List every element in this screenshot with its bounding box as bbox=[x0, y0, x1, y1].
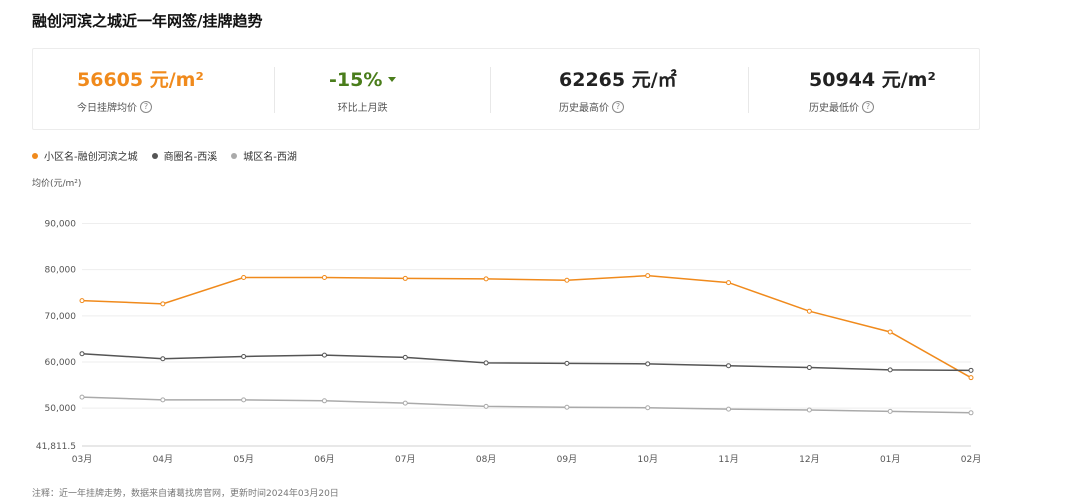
stat-label: 历史最高价 bbox=[559, 103, 609, 114]
x-tick-label: 11月 bbox=[718, 454, 738, 465]
data-point bbox=[321, 275, 327, 281]
stat-label: 环比上月跌 bbox=[337, 103, 388, 114]
data-point bbox=[968, 375, 974, 381]
data-point bbox=[160, 356, 166, 362]
x-tick-label: 02月 bbox=[961, 454, 981, 465]
data-point bbox=[645, 273, 651, 279]
divider bbox=[274, 67, 275, 113]
data-point bbox=[241, 397, 247, 403]
data-point bbox=[968, 410, 974, 416]
data-point bbox=[483, 276, 489, 282]
stat-value: 50944 元/m² bbox=[809, 69, 936, 91]
series-line bbox=[81, 352, 972, 372]
data-point bbox=[806, 407, 812, 413]
data-point bbox=[887, 408, 893, 414]
data-point bbox=[160, 301, 166, 307]
data-point bbox=[402, 400, 408, 406]
data-point bbox=[483, 360, 489, 366]
stat-month-change: -15% 环比上月跌 bbox=[329, 67, 397, 114]
legend-label: 商圈名-西溪 bbox=[163, 152, 218, 163]
help-icon[interactable]: ? bbox=[612, 100, 624, 113]
divider bbox=[490, 67, 491, 113]
y-tick-label: 60,000 bbox=[45, 358, 77, 368]
data-point bbox=[645, 405, 651, 411]
stat-highest-price: 62265 元/㎡ 历史最高价 ? bbox=[559, 67, 677, 114]
stat-value: 56605 元/m² bbox=[77, 69, 204, 91]
data-point bbox=[806, 308, 812, 314]
data-point bbox=[887, 329, 893, 335]
data-point bbox=[726, 280, 732, 286]
x-tick-label: 06月 bbox=[314, 454, 334, 465]
chart-footnote: 注释：近一年挂牌走势，数据来自诸葛找房官网，更新时间2024年03月20日 bbox=[32, 489, 339, 499]
data-point bbox=[79, 351, 85, 357]
data-point bbox=[402, 275, 408, 281]
data-point bbox=[483, 403, 489, 409]
x-tick-label: 07月 bbox=[395, 454, 415, 465]
legend-dot bbox=[32, 152, 38, 159]
y-axis-unit-label: 均价(元/m²) bbox=[32, 179, 82, 189]
data-point bbox=[968, 367, 974, 373]
stat-label: 今日挂牌均价 bbox=[77, 103, 137, 114]
x-tick-label: 01月 bbox=[880, 454, 900, 465]
x-tick-label: 08月 bbox=[476, 454, 496, 465]
legend-item-district[interactable]: 城区名-西湖 bbox=[231, 148, 297, 163]
y-tick-label: 41,811.5 bbox=[36, 442, 76, 452]
chart-legend: 小区名-融创河滨之城 商圈名-西溪 城区名-西湖 bbox=[32, 148, 297, 163]
y-tick-label: 90,000 bbox=[45, 219, 77, 229]
data-point bbox=[160, 397, 166, 403]
data-point bbox=[806, 365, 812, 371]
data-point bbox=[321, 398, 327, 404]
data-point bbox=[79, 394, 85, 400]
x-tick-label: 12月 bbox=[799, 454, 819, 465]
data-point bbox=[887, 367, 893, 373]
data-point bbox=[726, 363, 732, 369]
stat-label: 历史最低价 bbox=[809, 103, 859, 114]
x-tick-label: 03月 bbox=[72, 454, 92, 465]
legend-dot bbox=[231, 152, 238, 159]
series-line bbox=[81, 274, 972, 379]
stat-value: -15% bbox=[329, 69, 383, 91]
y-tick-label: 70,000 bbox=[45, 312, 77, 322]
help-icon[interactable]: ? bbox=[862, 100, 874, 113]
legend-dot bbox=[151, 152, 158, 159]
data-point bbox=[564, 360, 570, 366]
legend-label: 城区名-西湖 bbox=[243, 152, 297, 163]
x-tick-label: 10月 bbox=[638, 454, 658, 465]
y-tick-label: 80,000 bbox=[45, 266, 77, 276]
divider bbox=[748, 67, 749, 113]
legend-item-business-district[interactable]: 商圈名-西溪 bbox=[151, 148, 218, 163]
data-point bbox=[241, 275, 247, 281]
page-title: 融创河滨之城近一年网签/挂牌趋势 bbox=[32, 12, 263, 30]
price-stats-card: 56605 元/m² 今日挂牌均价 ? -15% 环比上月跌 62265 元/㎡… bbox=[32, 48, 980, 130]
y-tick-label: 50,000 bbox=[45, 404, 77, 414]
data-point bbox=[564, 404, 570, 410]
data-point bbox=[241, 353, 247, 359]
legend-item-community[interactable]: 小区名-融创河滨之城 bbox=[32, 148, 138, 163]
series-line bbox=[81, 396, 972, 414]
price-trend-chart: 41,811.5 50,000 60,000 70,000 80,000 90,000 03… bbox=[36, 219, 981, 465]
arrow-down-icon bbox=[388, 76, 397, 82]
data-point bbox=[402, 354, 408, 360]
data-point bbox=[726, 406, 732, 412]
x-tick-label: 05月 bbox=[233, 454, 253, 465]
data-point bbox=[645, 361, 651, 367]
stat-lowest-price: 50944 元/m² 历史最低价 ? bbox=[809, 67, 936, 114]
x-tick-label: 09月 bbox=[557, 454, 577, 465]
x-tick-label: 04月 bbox=[153, 454, 173, 465]
stat-value: 62265 元/㎡ bbox=[559, 69, 677, 91]
help-icon[interactable]: ? bbox=[140, 100, 152, 113]
data-point bbox=[321, 352, 327, 358]
data-point bbox=[564, 277, 570, 283]
data-point bbox=[79, 298, 85, 304]
legend-label: 小区名-融创河滨之城 bbox=[44, 152, 138, 163]
stat-today-price: 56605 元/m² 今日挂牌均价 ? bbox=[77, 67, 204, 114]
